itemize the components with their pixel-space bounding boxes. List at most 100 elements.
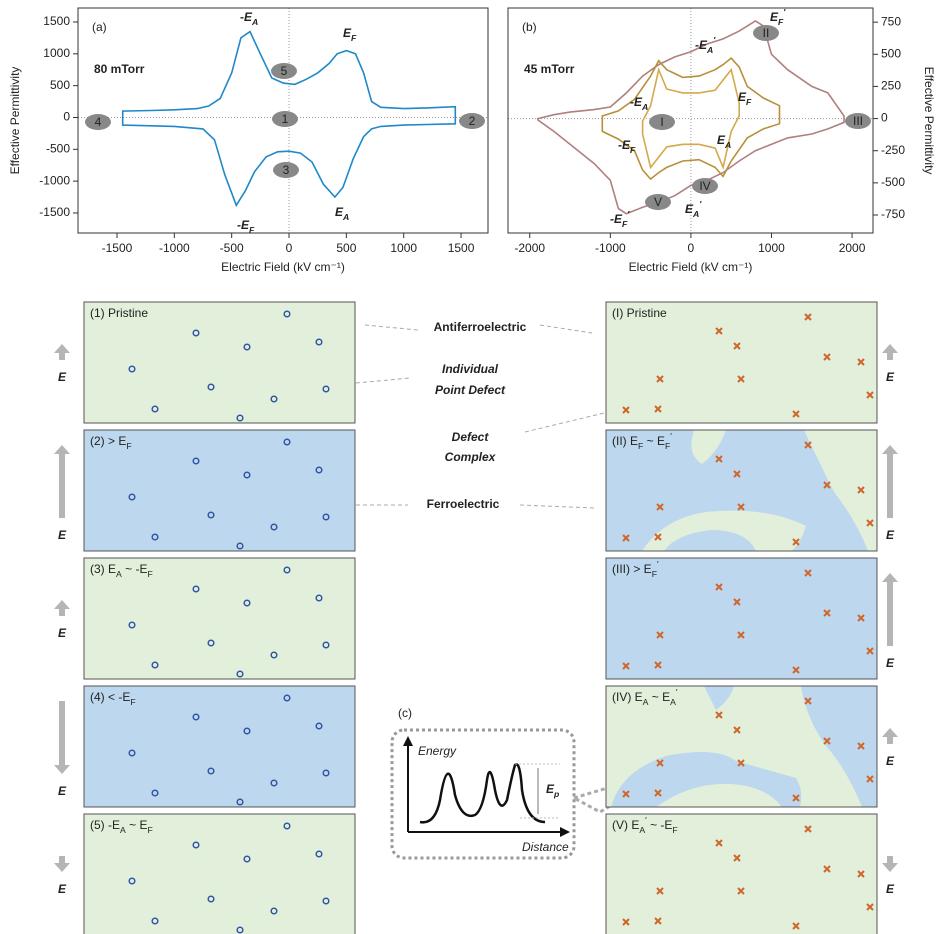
plot-frame	[77, 7, 489, 234]
peak-label: EF	[343, 26, 357, 43]
barrier-label: Ep	[546, 782, 559, 799]
defect-complex	[654, 533, 662, 541]
text-part: F	[351, 33, 357, 43]
text-part: E	[770, 10, 779, 24]
defect-complex	[733, 854, 741, 862]
panel-bg	[606, 302, 877, 423]
defect-complex	[733, 342, 741, 350]
point-defect	[207, 639, 215, 647]
text-part: p	[553, 789, 559, 799]
point-defect	[315, 338, 323, 346]
peak-label: -EF	[237, 218, 255, 235]
text-part: ′	[627, 209, 630, 219]
point-defect	[207, 895, 215, 903]
panel-bg	[84, 302, 355, 423]
text-part: E	[738, 90, 747, 104]
panel-label: (II) EF ~ EF′	[612, 431, 672, 451]
peak-label: -EA	[630, 95, 648, 112]
panel-label: (V) EA′ ~ -EF	[612, 815, 678, 835]
text-part: A	[670, 697, 676, 707]
point-defect	[151, 661, 159, 669]
point-defect	[151, 917, 159, 925]
defect-complex	[622, 662, 630, 670]
data-line	[601, 56, 781, 181]
text-part: F	[746, 97, 752, 107]
point-defect	[283, 694, 291, 702]
point-defect	[322, 385, 330, 393]
field-label: E	[58, 528, 67, 542]
domain-panel	[83, 301, 356, 424]
point-defect	[128, 877, 136, 885]
defect-complex	[715, 455, 723, 463]
peak-label: EF	[738, 90, 752, 107]
text-part: F	[672, 825, 677, 835]
point-defect	[315, 594, 323, 602]
text-part: (1) Pristine	[90, 306, 148, 320]
y-tick-label: 500	[881, 46, 901, 60]
panel-bg	[84, 558, 355, 679]
defect-complex	[622, 790, 630, 798]
step-marker	[85, 114, 111, 130]
x-tick-label: -500	[220, 241, 244, 255]
point-defect	[207, 767, 215, 775]
panel-label: (5) -EA ~ EF	[90, 818, 153, 835]
panel-bg	[606, 558, 877, 679]
defect-complex	[866, 647, 874, 655]
y-tick-label: 500	[50, 78, 70, 92]
field-label: E	[886, 528, 895, 542]
defect-complex	[866, 903, 874, 911]
panel-frame	[605, 429, 878, 552]
defect-complex	[823, 865, 831, 873]
point-defect	[315, 850, 323, 858]
text-part: ~ E	[648, 690, 670, 704]
text-part: A	[120, 825, 126, 835]
panel-frame	[83, 557, 356, 680]
step-marker-label: 4	[95, 115, 102, 129]
defect-complex	[715, 711, 723, 719]
field-label: E	[58, 626, 67, 640]
defect-complex	[737, 503, 745, 511]
domain-panel	[605, 429, 878, 552]
y-tick-label: -500	[46, 141, 70, 155]
field-label: E	[886, 754, 895, 768]
x-axis-label: Electric Field (kV cm⁻¹)	[221, 260, 345, 274]
y-tick-label: 750	[881, 14, 901, 28]
y-tick-label: -250	[881, 143, 905, 157]
x-tick-label: 1000	[758, 241, 785, 255]
defect-complex	[792, 922, 800, 930]
fe-label: Ferroelectric	[427, 497, 500, 511]
field-label: E	[886, 882, 895, 896]
text-part: ~ E	[643, 434, 665, 448]
step-marker	[645, 194, 671, 210]
panel-label: (a)	[92, 20, 107, 34]
field-label: E	[58, 882, 67, 896]
text-part: ′	[676, 687, 678, 697]
x-tick-label: 1000	[390, 241, 417, 255]
plot-frame	[507, 7, 874, 234]
point-defect	[315, 722, 323, 730]
domain-region	[691, 430, 726, 464]
panel-frame	[83, 301, 356, 424]
y-tick-label: -500	[881, 175, 905, 189]
point-defect	[192, 585, 200, 593]
peak-label: -EA	[240, 10, 258, 27]
domain-panel	[83, 685, 356, 808]
text-part: E	[343, 26, 352, 40]
point-defect	[236, 798, 244, 806]
text-part: F	[249, 225, 255, 235]
field-label: E	[58, 784, 67, 798]
point-defect	[236, 542, 244, 550]
text-part: ~ -E	[122, 562, 148, 576]
domain-panel	[605, 557, 878, 680]
defect-complex	[823, 481, 831, 489]
text-part: ′	[783, 7, 786, 17]
text-part: A	[639, 825, 645, 835]
defect-complex	[804, 313, 812, 321]
peak-label: EA′	[685, 199, 702, 219]
peak-label: -EF′	[610, 209, 630, 229]
text-part: -E	[240, 10, 253, 24]
step-marker	[753, 25, 779, 41]
defect-complex	[857, 870, 865, 878]
defect-complex	[656, 503, 664, 511]
